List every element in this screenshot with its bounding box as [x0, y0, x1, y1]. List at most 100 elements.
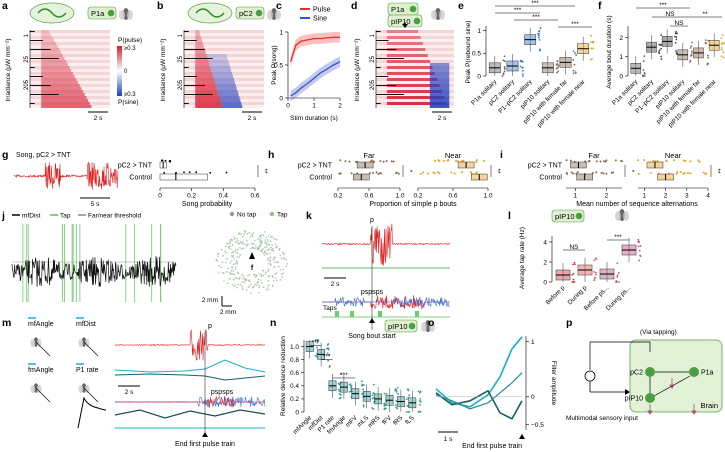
map-dot — [235, 241, 237, 243]
colorbar-title: P(pulse) — [118, 37, 142, 44]
axis-title: Irradiance (μW mm⁻²) — [354, 38, 361, 101]
group-title: Near — [665, 151, 682, 160]
map-dot — [255, 284, 258, 287]
heat-cell — [386, 96, 445, 99]
map-dot — [237, 272, 240, 274]
significance: NS — [665, 11, 675, 18]
y-tick-label: 2 — [543, 259, 547, 266]
map-dot — [238, 256, 240, 258]
map-dot — [243, 229, 246, 232]
map-dot — [266, 287, 269, 289]
map-dot — [260, 234, 262, 237]
jitter-dot — [638, 241, 640, 244]
jitter-dot — [565, 159, 568, 162]
x-tick-label: 1 — [574, 193, 578, 200]
significance: *** — [323, 354, 331, 361]
jitter-dot — [637, 159, 640, 162]
x-tick-label: 2 — [338, 103, 342, 110]
jitter-dot — [721, 34, 724, 37]
map-dot — [258, 246, 260, 248]
jitter-dot — [503, 66, 506, 68]
panel-label: j — [1, 210, 5, 222]
jitter-dot — [660, 47, 663, 50]
heat-cell — [195, 30, 200, 33]
group-title: Far — [363, 151, 375, 160]
panel-label: n — [270, 317, 276, 329]
heat-row — [30, 39, 110, 42]
output-arrow — [647, 404, 653, 416]
jitter-dot — [183, 171, 185, 174]
map-dot — [282, 272, 285, 275]
map-dot — [236, 251, 239, 254]
node-label: P1a — [701, 370, 714, 377]
jitter-dot — [350, 386, 352, 389]
jitter-dot — [569, 159, 572, 162]
map-dot — [248, 285, 251, 287]
row-label: 205 — [24, 79, 30, 90]
heat-row — [376, 105, 454, 108]
jitter-dot — [643, 159, 646, 162]
axis-title: Filter amplitude — [550, 361, 557, 406]
map-dot — [236, 248, 239, 251]
heat-row — [184, 81, 264, 84]
map-dot — [249, 280, 251, 283]
significance: * — [406, 170, 413, 173]
feature-label: mfDist — [76, 321, 96, 328]
map-dot — [259, 245, 261, 247]
panel-label: o — [428, 317, 434, 329]
trace — [13, 161, 119, 190]
map-dot — [280, 257, 283, 260]
trace-title: Song, pC2 > TNT — [16, 152, 71, 159]
heat-row — [184, 75, 264, 78]
significance: *** — [340, 372, 348, 379]
row-label: 1 — [24, 33, 30, 37]
jitter-dot — [538, 49, 541, 52]
jitter-dot — [643, 75, 646, 77]
jitter-dot — [605, 172, 608, 175]
jitter-dot — [522, 66, 524, 69]
jitter-dot — [188, 171, 191, 174]
jitter-dot — [572, 272, 575, 275]
map-dot — [249, 292, 252, 294]
jitter-dot — [570, 171, 573, 174]
map-dot — [220, 266, 223, 269]
jitter-dot — [675, 172, 678, 175]
arrow — [202, 432, 208, 437]
jitter-dot — [702, 171, 705, 174]
fly-icon — [431, 10, 437, 20]
map-dot — [232, 273, 235, 275]
heat-cell — [207, 57, 228, 60]
x-tick-label: 1 — [643, 193, 647, 200]
vector — [35, 387, 51, 403]
map-dot — [231, 239, 233, 241]
jitter-dot — [676, 171, 679, 174]
fly-icon — [429, 322, 435, 332]
trace-label: p — [370, 217, 374, 224]
heat-cell — [429, 93, 450, 96]
panel-label: g — [2, 149, 8, 161]
scalebar-label: 2 s — [438, 115, 447, 122]
map-dot — [224, 250, 226, 253]
fly-icon — [623, 211, 629, 221]
map-dot — [260, 279, 262, 281]
jitter-dot — [722, 51, 725, 54]
map-dot — [242, 277, 245, 280]
map-dot — [223, 280, 225, 282]
jitter-dot — [616, 262, 619, 265]
heat-cell — [429, 84, 450, 87]
jitter-dot — [475, 160, 478, 163]
map-dot — [261, 240, 263, 242]
heat-row — [376, 63, 454, 66]
jitter-dot — [419, 390, 422, 393]
map-dot — [269, 252, 271, 255]
map-dot — [266, 239, 269, 241]
map-dot — [239, 276, 241, 279]
map-dot — [251, 235, 254, 237]
jitter-dot — [572, 50, 575, 53]
panel-label: d — [351, 0, 357, 12]
map-dot — [258, 247, 260, 250]
map-dot — [263, 231, 266, 233]
map-dot — [247, 274, 249, 277]
jitter-dot — [469, 171, 472, 174]
heat-cell — [429, 105, 450, 108]
